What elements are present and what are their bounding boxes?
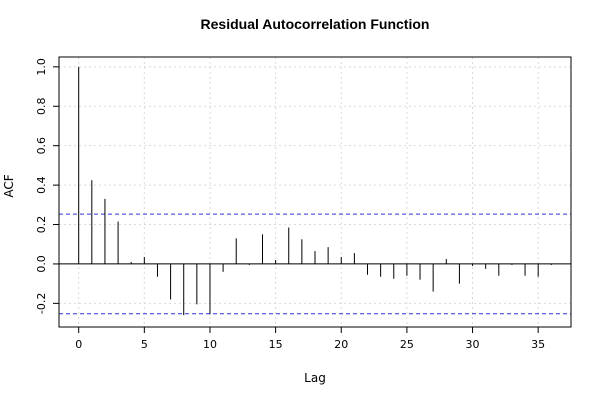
y-tick-label: 0.8 — [35, 98, 48, 116]
grid-layer — [59, 57, 571, 327]
x-tick-label: 20 — [334, 338, 348, 351]
y-tick-label: 0.4 — [35, 176, 48, 194]
x-tick-label: 35 — [531, 338, 545, 351]
x-axis-label: Lag — [304, 371, 326, 385]
chart-title: Residual Autocorrelation Function — [201, 16, 430, 32]
x-tick-label: 10 — [203, 338, 217, 351]
y-tick-label: 0.6 — [35, 137, 48, 155]
x-tick-label: 30 — [466, 338, 480, 351]
y-axis-label: ACF — [2, 174, 16, 197]
y-tick-label: 0.0 — [35, 255, 48, 273]
x-tick-label: 15 — [269, 338, 283, 351]
x-tick-label: 5 — [141, 338, 148, 351]
x-axis: 0 5 10 15 20 25 30 35 — [75, 327, 545, 351]
x-tick-label: 0 — [75, 338, 82, 351]
x-tick-label: 25 — [400, 338, 414, 351]
confidence-layer — [59, 213, 571, 315]
y-axis: -0.2 0.0 0.2 0.4 0.6 0.8 1.0 — [35, 58, 59, 314]
y-tick-label: -0.2 — [35, 293, 48, 314]
y-tick-label: 0.2 — [35, 216, 48, 234]
y-tick-label: 1.0 — [35, 58, 48, 76]
plot-frame — [58, 56, 572, 328]
acf-bars — [59, 66, 571, 316]
